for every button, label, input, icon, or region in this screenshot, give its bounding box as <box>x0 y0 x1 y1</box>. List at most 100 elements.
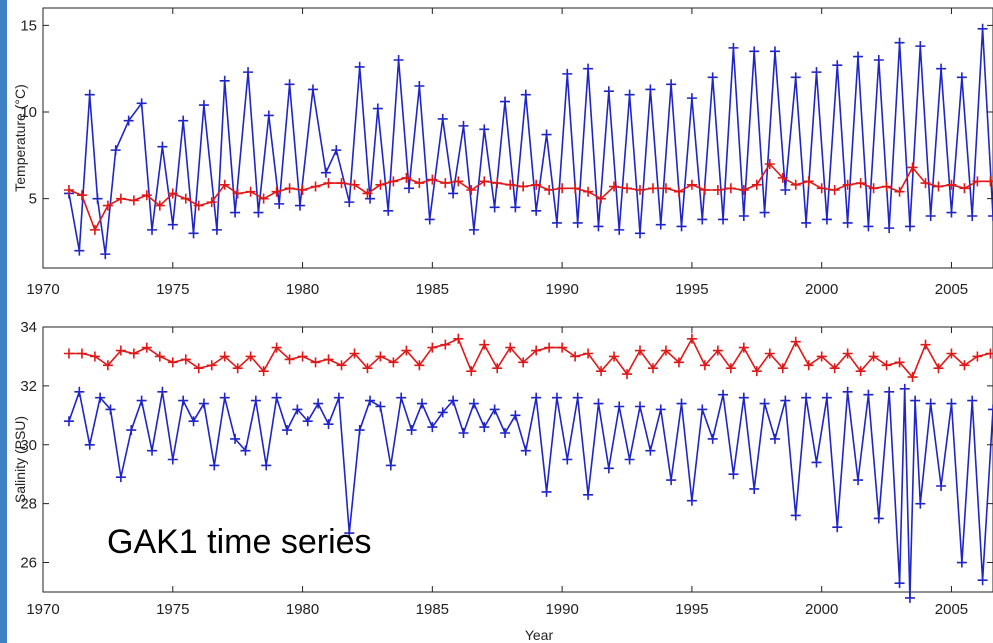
chart-annotation: GAK1 time series <box>107 523 372 561</box>
salinity-point-marker <box>105 404 116 415</box>
temperature-point-marker <box>393 55 404 65</box>
salinity-x-tick-label: 1980 <box>286 601 319 618</box>
figure-panel: 1970 1975 1980 1985 1990 1995 2000 2005 5 10 15 Tem… <box>7 0 993 643</box>
salinity-point-marker <box>198 398 209 409</box>
salinity-point-marker <box>193 363 204 374</box>
temperature-point-marker <box>790 72 801 83</box>
salinity-point-marker <box>707 433 718 444</box>
salinity-point-marker <box>147 445 158 456</box>
salinity-point-marker <box>873 513 884 524</box>
temperature-point-marker <box>230 207 241 218</box>
salinity-point-marker <box>946 348 957 359</box>
temperature-point-marker <box>609 181 620 192</box>
temperature-point-marker <box>128 195 139 206</box>
salinity-point-marker <box>167 357 178 368</box>
salinity-point-marker <box>764 348 775 359</box>
salinity-point-marker <box>751 366 762 377</box>
temperature-point-marker <box>915 41 926 52</box>
temperature-x-tick-label: 1980 <box>286 281 319 298</box>
temperature-point-marker <box>728 42 739 53</box>
temperature-x-tick-label: 1995 <box>675 281 708 298</box>
temperature-point-marker <box>673 186 684 197</box>
temperature-point-marker <box>803 176 814 187</box>
salinity-point-marker <box>570 351 581 362</box>
salinity-point-marker <box>375 351 386 362</box>
temperature-point-marker <box>437 113 448 124</box>
temperature-series-line-1 <box>68 162 991 232</box>
salinity-point-marker <box>816 351 827 362</box>
temperature-point-marker <box>297 185 308 195</box>
temperature-point-marker <box>263 110 274 121</box>
salinity-point-marker <box>884 386 895 397</box>
temperature-plot: 1970 1975 1980 1985 1990 1995 2000 2005 5 10 15 Tem… <box>12 7 993 298</box>
salinity-point-marker <box>910 395 921 406</box>
salinity-point-marker <box>977 575 988 586</box>
temperature-point-marker <box>821 214 832 225</box>
x-axis-label: Year <box>525 627 554 643</box>
salinity-point-marker <box>634 401 645 412</box>
temperature-point-marker <box>570 183 581 194</box>
salinity-y-tick-label: 30 <box>20 437 37 454</box>
temperature-point-marker <box>738 185 749 195</box>
temperature-point-marker <box>583 186 594 197</box>
salinity-point-marker <box>250 395 261 406</box>
temperature-point-marker <box>383 205 394 216</box>
salinity-point-marker <box>925 398 936 409</box>
salinity-point-marker <box>699 360 710 371</box>
salinity-axes-frame <box>42 326 993 593</box>
salinity-point-marker <box>136 395 147 406</box>
temperature-point-marker <box>505 179 516 190</box>
salinity-point-marker <box>673 357 684 368</box>
temperature-point-marker <box>448 188 459 199</box>
temperature-point-marker <box>100 249 111 260</box>
temperature-point-marker <box>697 214 708 225</box>
salinity-point-marker <box>863 389 874 400</box>
salinity-point-marker <box>388 357 399 368</box>
temperature-point-marker <box>479 176 490 187</box>
salinity-x-tick-label: 1995 <box>675 601 708 618</box>
salinity-point-marker <box>219 392 230 403</box>
temperature-point-marker <box>920 178 931 189</box>
salinity-point-marker <box>74 386 85 397</box>
salinity-point-marker <box>375 401 386 412</box>
salinity-point-marker <box>894 357 905 368</box>
temperature-point-marker <box>884 223 895 234</box>
salinity-point-marker <box>180 354 191 365</box>
temperature-point-marker <box>933 181 944 192</box>
temperature-point-marker <box>84 89 95 100</box>
temperature-point-marker <box>307 84 318 95</box>
salinity-point-marker <box>790 510 801 521</box>
temperature-point-marker <box>946 207 957 218</box>
temperature-point-marker <box>959 183 970 194</box>
salinity-point-marker <box>832 522 843 533</box>
temperature-point-marker <box>707 72 718 83</box>
temperature-point-marker <box>349 179 360 190</box>
salinity-point-marker <box>310 357 321 368</box>
temperature-point-marker <box>842 179 853 190</box>
temperature-point-marker <box>777 172 788 183</box>
salinity-point-marker <box>245 351 256 362</box>
salinity-y-tick-label: 34 <box>20 319 37 336</box>
temperature-point-marker <box>206 197 217 208</box>
temperature-point-marker <box>749 46 760 57</box>
temperature-point-marker <box>284 79 295 90</box>
temperature-point-marker <box>271 186 282 197</box>
salinity-point-marker <box>209 460 220 471</box>
temperature-point-marker <box>988 211 993 221</box>
salinity-point-marker <box>115 472 126 483</box>
salinity-point-marker <box>281 425 292 436</box>
salinity-point-marker <box>520 445 531 456</box>
temperature-point-marker <box>676 221 687 232</box>
salinity-point-marker <box>427 422 438 433</box>
temperature-point-marker <box>811 67 822 78</box>
salinity-point-marker <box>63 416 74 427</box>
temperature-point-marker <box>666 79 677 90</box>
salinity-point-marker <box>738 392 749 403</box>
salinity-point-marker <box>95 392 106 403</box>
salinity-point-marker <box>603 463 614 474</box>
salinity-point-marker <box>933 363 944 374</box>
temperature-point-marker <box>596 193 607 204</box>
temperature-point-marker <box>440 178 451 189</box>
salinity-point-marker <box>790 336 801 347</box>
temperature-point-marker <box>769 46 780 57</box>
